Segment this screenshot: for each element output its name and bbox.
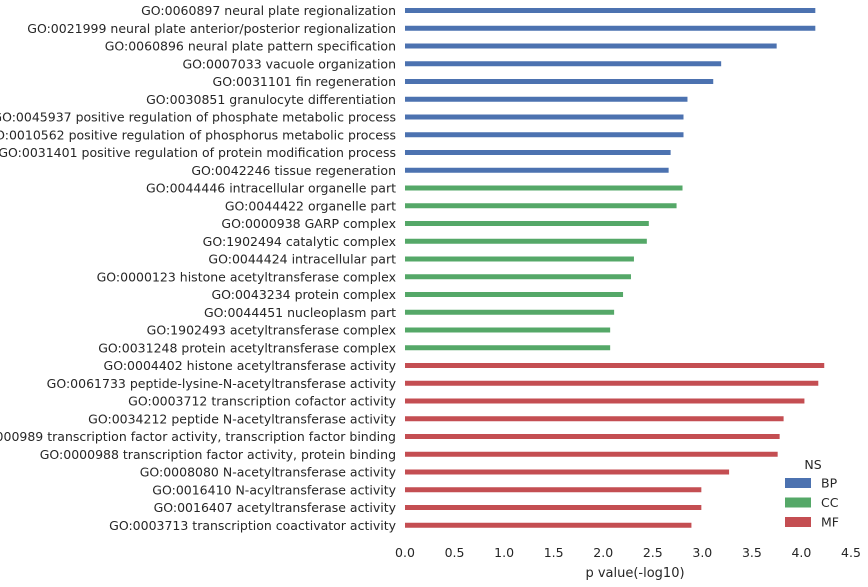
bar-bp <box>405 132 684 138</box>
category-label: GO:0042246 tissue regeneration <box>191 163 396 178</box>
x-tick-labels-group: 0.0 0.5 1.0 1.5 2.0 2.5 3.0 3.5 4.0 4.5 <box>395 545 861 560</box>
category-label: GO:0003712 transcription cofactor activi… <box>128 394 396 409</box>
category-label: GO:0031401 positive regulation of protei… <box>0 145 396 160</box>
category-label: GO:0043234 protein complex <box>211 287 396 302</box>
x-tick-label: 3.0 <box>692 545 712 560</box>
bar-cc <box>405 221 649 226</box>
category-label: GO:0061733 peptide-lysine-N-acetyltransf… <box>47 376 397 391</box>
category-label: GO:1902493 acetyltransferase complex <box>147 323 396 338</box>
category-label: GO:0021999 neural plate anterior/posteri… <box>27 21 396 36</box>
bar-cc <box>405 274 631 280</box>
category-label: GO:0044451 nucleoplasm part <box>204 305 396 320</box>
bar-bp <box>405 150 671 155</box>
category-label: GO:0044446 intracellular organelle part <box>146 181 396 196</box>
legend-title: NS <box>804 457 821 472</box>
category-label: GO:0007033 vacuole organization <box>182 56 396 71</box>
bar-mf <box>405 416 784 422</box>
x-tick-label: 0.0 <box>395 545 415 560</box>
bar-bp <box>405 167 669 173</box>
bars-group <box>405 8 825 528</box>
bar-mf <box>405 469 730 475</box>
legend-label-mf: MF <box>821 515 839 530</box>
category-label: GO:0034212 peptide N-acetyltransferase a… <box>88 411 396 426</box>
category-label: GO:0000123 histone acetyltransferase com… <box>97 269 396 284</box>
x-tick-label: 3.5 <box>742 545 762 560</box>
x-tick-label: 2.5 <box>643 545 663 560</box>
category-label: GO:0031248 protein acetyltransferase com… <box>98 340 396 355</box>
legend-swatch-mf <box>785 517 811 527</box>
bar-cc <box>405 203 677 209</box>
category-label: GO:0045937 positive regulation of phosph… <box>0 110 396 125</box>
bar-cc <box>405 185 683 191</box>
bar-mf <box>405 380 819 386</box>
bar-bp <box>405 96 688 102</box>
bar-cc <box>405 292 624 297</box>
bar-mf <box>405 522 692 528</box>
x-tick-label: 1.5 <box>544 545 564 560</box>
bar-cc <box>405 256 634 262</box>
bar-cc <box>405 309 615 315</box>
x-tick-label: 4.5 <box>841 545 861 560</box>
category-label: GO:0000938 GARP complex <box>221 216 396 231</box>
category-label: GO:0000989 transcription factor activity… <box>0 429 396 444</box>
bar-bp <box>405 61 722 67</box>
category-label: GO:0060896 neural plate pattern specific… <box>105 39 396 54</box>
x-axis-title: p value(-log10) <box>585 566 684 581</box>
legend-swatch-cc <box>785 497 811 508</box>
bar-cc <box>405 327 611 333</box>
bar-mf <box>405 363 825 368</box>
bar-mf <box>405 434 780 439</box>
bar-cc <box>405 345 611 351</box>
category-label: GO:0008080 N-acetyltransferase activity <box>140 465 397 480</box>
category-label: GO:0016410 N-acyltransferase activity <box>152 482 396 497</box>
category-label: GO:0044422 organelle part <box>225 198 396 213</box>
bar-cc <box>405 238 647 244</box>
x-tick-label: 0.5 <box>445 545 465 560</box>
x-tick-label: 1.0 <box>494 545 514 560</box>
bar-bp <box>405 8 816 13</box>
bar-mf <box>405 398 805 404</box>
legend: NS BP CC MF <box>785 457 839 530</box>
bar-mf <box>405 505 702 510</box>
category-label: GO:0060897 neural plate regionalization <box>141 3 396 18</box>
bar-mf <box>405 487 702 493</box>
category-label: GO:0003713 transcription coactivator act… <box>109 518 396 533</box>
x-tick-label: 2.0 <box>593 545 613 560</box>
category-labels-group: GO:0060897 neural plate regionalization G… <box>0 3 397 533</box>
category-label: GO:0004402 histone acetyltransferase act… <box>104 358 397 373</box>
bar-bp <box>405 114 684 120</box>
category-label: GO:0010562 positive regulation of phosph… <box>0 127 396 142</box>
bar-bp <box>405 79 714 84</box>
category-label: GO:0016407 acetyltransferase activity <box>154 500 397 515</box>
category-label: GO:0044424 intracellular part <box>208 252 396 267</box>
category-label: GO:0030851 granulocyte differentiation <box>146 92 396 107</box>
bar-mf <box>405 451 778 457</box>
bar-bp <box>405 25 816 31</box>
category-label: GO:1902494 catalytic complex <box>203 234 396 249</box>
bar-bp <box>405 43 777 49</box>
legend-label-bp: BP <box>821 476 838 491</box>
x-tick-label: 4.0 <box>791 545 811 560</box>
legend-label-cc: CC <box>821 495 839 510</box>
category-label: GO:0031101 fin regeneration <box>213 74 396 89</box>
legend-swatch-bp <box>785 478 811 488</box>
category-label: GO:0000988 transcription factor activity… <box>40 447 396 462</box>
